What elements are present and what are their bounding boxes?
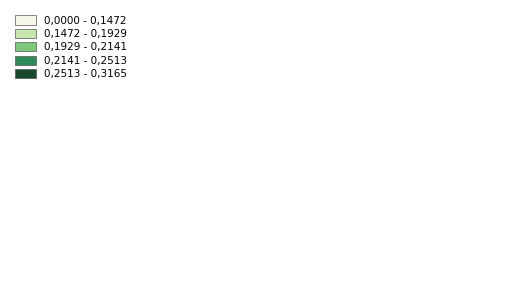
Legend: 0,0000 - 0,1472, 0,1472 - 0,1929, 0,1929 - 0,2141, 0,2141 - 0,2513, 0,2513 - 0,3: 0,0000 - 0,1472, 0,1472 - 0,1929, 0,1929…: [11, 11, 131, 83]
